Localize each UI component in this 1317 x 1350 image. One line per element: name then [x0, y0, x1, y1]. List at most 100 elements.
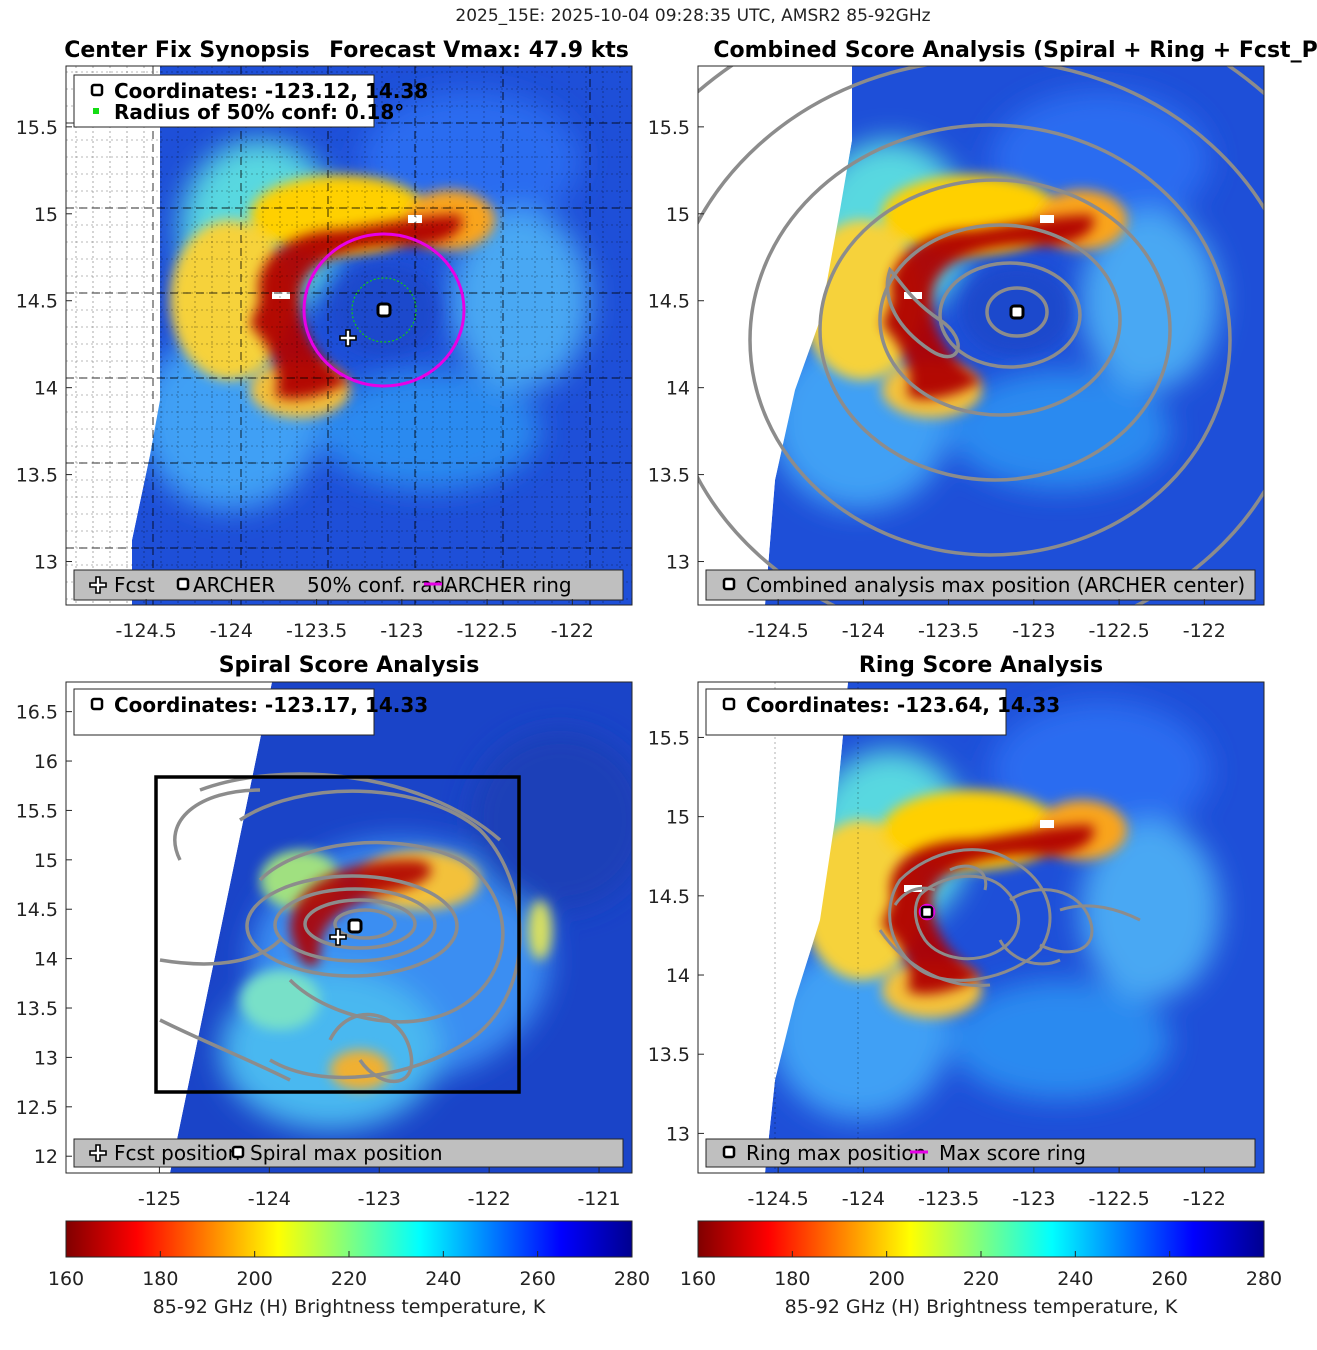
legend-ring: ARCHER ring: [444, 573, 572, 597]
x-tick-label: -124: [210, 620, 253, 642]
colorbar-tick-label: 160: [680, 1268, 716, 1290]
spiral-title: Spiral Score Analysis: [219, 653, 480, 678]
x-tick-label: -122: [1183, 620, 1226, 642]
y-tick-label: 15: [666, 807, 690, 829]
x-tick-label: -122.5: [1088, 620, 1149, 642]
synopsis-heatmap: [66, 66, 632, 605]
ring-title: Ring Score Analysis: [859, 653, 1103, 678]
colorbar-tick-label: 280: [614, 1268, 650, 1290]
y-tick-label: 14.5: [648, 291, 690, 313]
y-tick-label: 15.5: [16, 800, 58, 822]
x-tick-label: -124.5: [748, 1188, 809, 1210]
y-tick-label: 13: [34, 1047, 58, 1069]
x-tick-label: -124: [248, 1188, 291, 1210]
x-tick-label: -124.5: [748, 620, 809, 642]
combined-ticks: -124.5 -124 -123.5 -123 -122.5 -122 13 13.5 14 14…: [648, 117, 1226, 642]
combined-heatmap: [698, 66, 1264, 605]
ring-contours: [878, 848, 1141, 988]
x-tick-label: -124.5: [116, 620, 177, 642]
legend-ring-ring: Max score ring: [939, 1141, 1086, 1165]
x-tick-label: -123: [380, 620, 423, 642]
legend-combined-max: Combined analysis max position (ARCHER c…: [746, 573, 1245, 597]
combined-legend: [705, 569, 1256, 601]
y-tick-label: 14.5: [16, 291, 58, 313]
x-tick-label: -122.5: [1088, 1188, 1149, 1210]
x-tick-label: -122: [1183, 1188, 1226, 1210]
y-tick-label: 12.5: [16, 1097, 58, 1119]
y-tick-label: 13: [666, 552, 690, 574]
colorbar-tick-label: 240: [1057, 1268, 1093, 1290]
spiral-coords: Coordinates: -123.17, 14.33: [114, 693, 428, 717]
y-tick-label: 14.5: [16, 899, 58, 921]
legend-spiral-max: Spiral max position: [250, 1141, 443, 1165]
y-tick-label: 16: [34, 751, 58, 773]
ring-info-box: [705, 688, 1007, 736]
colorbar-left-label: 85-92 GHz (H) Brightness temperature, K: [153, 1296, 546, 1318]
spiral-ticks: -125 -124 -123 -122 -121 12 12.5 13 13.5 14 14.5 15…: [16, 702, 621, 1210]
archer-marker-icon: [176, 577, 190, 591]
ring-max-marker: [920, 905, 934, 919]
ring-info-icon: [722, 697, 736, 711]
synopsis-radius: Radius of 50% conf: 0.18°: [114, 100, 404, 124]
x-tick-label: -124: [842, 620, 885, 642]
x-tick-label: -122: [551, 620, 594, 642]
y-tick-label: 15: [666, 204, 690, 226]
colorbar-tick-label: 220: [331, 1268, 367, 1290]
synopsis-ticks: -124.5 -124 -123.5 -123 -122.5 -122 13 13.5 14 14…: [16, 117, 594, 642]
x-tick-label: -123: [358, 1188, 401, 1210]
x-tick-label: -124: [842, 1188, 885, 1210]
colorbar-tick-label: 200: [237, 1268, 273, 1290]
x-tick-label: -123.5: [918, 620, 979, 642]
spiral-fcst-icon: [89, 1144, 107, 1162]
y-tick-label: 14: [34, 378, 58, 400]
ring-legend: [705, 1138, 1256, 1168]
colorbar-right-label: 85-92 GHz (H) Brightness temperature, K: [785, 1296, 1178, 1318]
synopsis-info-box: [73, 74, 375, 128]
legend-fcst: Fcst: [114, 573, 155, 597]
synopsis-legend: [73, 569, 624, 601]
forecast-position-marker: [339, 329, 357, 347]
archer-center-marker: [376, 302, 392, 318]
spiral-legend: [73, 1138, 624, 1168]
archer-ring: [302, 232, 466, 388]
x-tick-label: -123: [1012, 1188, 1055, 1210]
panel-ring: Ring Score Analysis: [648, 653, 1265, 1210]
synopsis-coords: Coordinates: -123.12, 14.38: [114, 79, 428, 103]
y-tick-label: 14: [34, 949, 58, 971]
y-tick-label: 14.5: [648, 886, 690, 908]
x-tick-label: -123: [1012, 620, 1055, 642]
y-tick-label: 15: [34, 204, 58, 226]
x-tick-label: -123.5: [918, 1188, 979, 1210]
colorbar-tick-label: 160: [48, 1268, 84, 1290]
ring-max-icon: [722, 1145, 736, 1159]
spiral-search-box: [154, 775, 521, 1094]
y-tick-label: 13: [34, 552, 58, 574]
y-tick-label: 15.5: [648, 727, 690, 749]
ring-coords: Coordinates: -123.64, 14.33: [746, 693, 1060, 717]
y-tick-label: 13: [666, 1123, 690, 1145]
spiral-info-box: [73, 688, 375, 736]
ring-ticks: -124.5 -124 -123.5 -123 -122.5 -122 13 13.5 14 14…: [648, 727, 1226, 1210]
combined-contours: [698, 66, 1264, 605]
y-tick-label: 15.5: [648, 117, 690, 139]
panel-combined: Combined Score Analysis (Spiral + Ring +…: [648, 38, 1317, 642]
colorbar-right: 160 180 200 220 240 260 280 85-92 GHz (H) Brig…: [680, 1220, 1282, 1318]
spiral-max-marker: [347, 918, 363, 934]
suptitle: 2025_15E: 2025-10-04 09:28:35 UTC, AMSR2…: [455, 6, 930, 26]
colorbar-tick-label: 180: [774, 1268, 810, 1290]
ring-heatmap: [698, 682, 1264, 1173]
synopsis-title: Center Fix Synopsis: [64, 38, 310, 63]
ring-max-score-ring: [918, 903, 936, 921]
panel-spiral: Spiral Score Analysis: [16, 653, 633, 1210]
y-tick-label: 15.5: [16, 117, 58, 139]
colorbar-tick-label: 220: [963, 1268, 999, 1290]
legend-archer: ARCHER: [193, 573, 275, 597]
y-tick-label: 13.5: [16, 998, 58, 1020]
y-tick-label: 14: [666, 965, 690, 987]
combined-max-marker: [1009, 304, 1025, 320]
legend-spiral-fcst: Fcst position: [114, 1141, 240, 1165]
x-tick-label: -121: [577, 1188, 620, 1210]
y-tick-label: 12: [34, 1146, 58, 1168]
x-tick-label: -122: [468, 1188, 511, 1210]
